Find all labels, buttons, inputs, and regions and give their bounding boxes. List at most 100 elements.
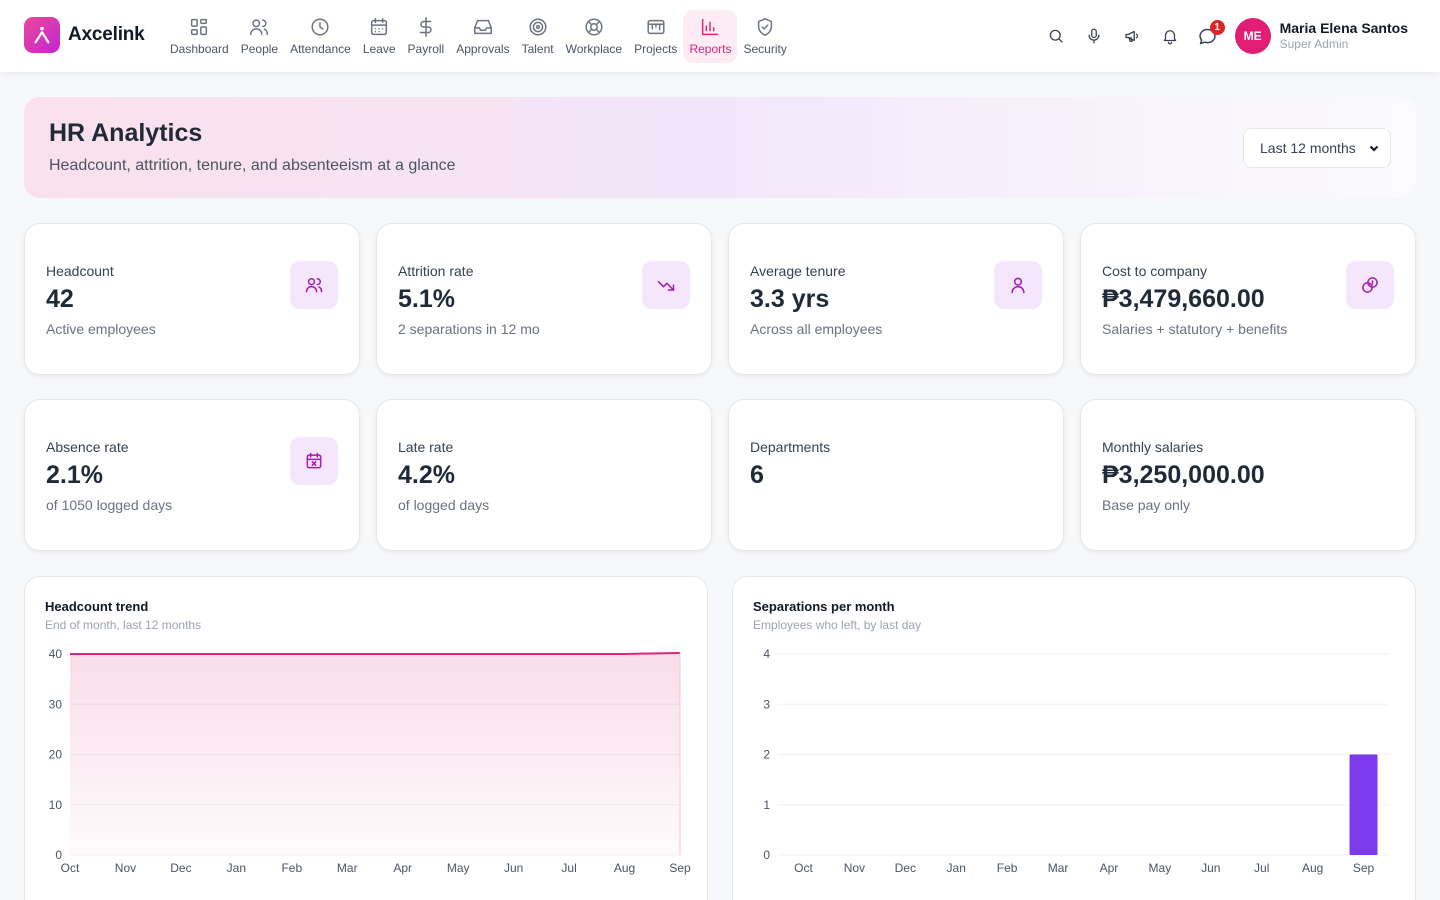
nav-item-talent[interactable]: Talent xyxy=(516,10,560,63)
kpi-label: Late rate xyxy=(398,439,454,455)
x-tick-label: Aug xyxy=(1302,861,1323,875)
kpi-note: Active employees xyxy=(46,321,156,337)
lifebuoy-icon xyxy=(585,18,603,36)
period-select[interactable]: Last 12 months xyxy=(1243,128,1391,168)
x-tick-label: Jul xyxy=(561,861,576,875)
kpi-card-departments: Departments 6 xyxy=(728,399,1064,551)
nav-label: Talent xyxy=(521,42,554,56)
x-tick-label: Jan xyxy=(227,861,246,875)
target-icon xyxy=(529,18,547,36)
y-tick-label: 40 xyxy=(49,647,63,661)
page-title: HR Analytics xyxy=(49,119,203,147)
app-name: Axcelink xyxy=(68,24,145,45)
search-icon xyxy=(1049,29,1063,43)
x-tick-label: Oct xyxy=(61,861,80,875)
nav-item-attendance[interactable]: Attendance xyxy=(284,10,357,63)
calendar-icon xyxy=(371,18,388,36)
x-tick-label: Feb xyxy=(997,861,1018,875)
microphone-icon xyxy=(1088,28,1100,44)
kpi-note: Across all employees xyxy=(750,321,883,337)
page-header: HR Analytics Headcount, attrition, tenur… xyxy=(24,97,1416,198)
chat-icon xyxy=(1199,28,1216,44)
nav-label: Workplace xyxy=(565,42,623,56)
nav-item-security[interactable]: Security xyxy=(737,10,792,63)
kpi-card-absence: Absence rate 2.1% of 1050 logged days xyxy=(24,399,360,551)
search-button[interactable] xyxy=(1037,17,1075,55)
kpi-card-headcount: Headcount 42 Active employees xyxy=(24,223,360,375)
x-tick-label: Jun xyxy=(1201,861,1220,875)
kpi-card-late: Late rate 4.2% of logged days xyxy=(376,399,712,551)
kpi-label: Departments xyxy=(750,439,831,455)
kpi-label: Absence rate xyxy=(46,439,129,455)
kpi-card-cost: Cost to company ₱3,479,660.00 Salaries +… xyxy=(1080,223,1416,375)
nav-item-workplace[interactable]: Workplace xyxy=(560,10,628,63)
clock-icon xyxy=(311,18,329,36)
x-tick-label: Nov xyxy=(115,861,136,875)
app-logo xyxy=(24,17,60,53)
x-tick-label: May xyxy=(1149,861,1172,875)
chevron-down-icon xyxy=(1369,145,1379,152)
voice-button[interactable] xyxy=(1075,17,1113,55)
headcount-trend-chart: 0 10 20 30 40 Oct Nov Dec Jan Feb Mar Apr May Jun Jul A… xyxy=(49,647,691,875)
x-tick-label: Sep xyxy=(669,861,691,875)
x-tick-label: Aug xyxy=(614,861,635,875)
x-tick-label: Nov xyxy=(844,861,865,875)
y-tick-label: 30 xyxy=(49,697,63,711)
nav-item-people[interactable]: People xyxy=(235,10,284,63)
kpi-note: Salaries + statutory + benefits xyxy=(1102,321,1288,337)
nav-item-dashboard[interactable]: Dashboard xyxy=(164,10,235,63)
user-name: Maria Elena Santos xyxy=(1279,20,1408,37)
avatar: ME xyxy=(1234,18,1271,54)
y-tick-label: 0 xyxy=(763,848,770,862)
chart-subtitle: Employees who left, by last day xyxy=(753,618,922,632)
x-tick-label: Jan xyxy=(947,861,966,875)
kpi-card-monthly-salaries: Monthly salaries ₱3,250,000.00 Base pay … xyxy=(1080,399,1416,551)
nav-label: Security xyxy=(743,42,787,56)
nav-label: Approvals xyxy=(456,42,510,56)
kpi-value: ₱3,250,000.00 xyxy=(1102,461,1265,489)
notifications-button[interactable] xyxy=(1151,17,1189,55)
kpi-label: Monthly salaries xyxy=(1102,439,1204,455)
chart-title: Separations per month xyxy=(753,599,895,614)
y-tick-label: 10 xyxy=(49,798,63,812)
separation-bar[interactable] xyxy=(1349,754,1378,856)
x-tick-label: Mar xyxy=(337,861,358,875)
coins-icon xyxy=(1346,261,1394,309)
kpi-value: 4.2% xyxy=(398,461,455,489)
user-menu[interactable]: ME Maria Elena Santos Super Admin xyxy=(1234,18,1408,54)
kpi-card-attrition: Attrition rate 5.1% 2 separations in 12 … xyxy=(376,223,712,375)
y-tick-label: 3 xyxy=(763,697,770,711)
brand[interactable]: Axcelink xyxy=(24,17,145,53)
bell-icon xyxy=(1163,30,1176,45)
notification-count-badge: 1 xyxy=(1209,20,1225,35)
calendar-x-icon xyxy=(290,437,338,485)
dashboard-icon xyxy=(191,18,208,36)
chart-title: Headcount trend xyxy=(45,599,149,614)
shield-icon xyxy=(757,18,773,36)
chart-subtitle: End of month, last 12 months xyxy=(45,618,202,632)
x-tick-label: May xyxy=(447,861,470,875)
header-tools: 1 ME Maria Elena Santos Super Admin xyxy=(1037,0,1440,72)
nav-item-reports[interactable]: Reports xyxy=(683,10,738,63)
x-tick-label: Apr xyxy=(1100,861,1119,875)
x-tick-label: Mar xyxy=(1048,861,1069,875)
nav-item-projects[interactable]: Projects xyxy=(628,10,683,63)
trending-down-icon xyxy=(642,261,690,309)
y-tick-label: 1 xyxy=(763,798,770,812)
kpi-label: Cost to company xyxy=(1102,263,1208,279)
x-tick-label: Feb xyxy=(281,861,302,875)
kpi-label: Headcount xyxy=(46,263,114,279)
separations-chart: 0 1 2 3 4 Oct Nov Dec Jan Feb Mar Apr May Jun Jul Aug Se… xyxy=(763,647,1389,875)
projects-icon xyxy=(647,19,665,35)
x-tick-label: Dec xyxy=(895,861,916,875)
headcount-area xyxy=(70,652,680,855)
x-tick-label: Oct xyxy=(794,861,813,875)
x-tick-label: Jul xyxy=(1254,861,1269,875)
messages-button[interactable]: 1 xyxy=(1189,17,1227,55)
nav-item-approvals[interactable]: Approvals xyxy=(450,10,515,63)
nav-item-leave[interactable]: Leave xyxy=(357,10,402,63)
kpi-note: 2 separations in 12 mo xyxy=(398,321,540,337)
announcements-button[interactable] xyxy=(1113,17,1151,55)
nav-item-payroll[interactable]: Payroll xyxy=(402,10,451,63)
nav-label: Leave xyxy=(362,42,396,56)
